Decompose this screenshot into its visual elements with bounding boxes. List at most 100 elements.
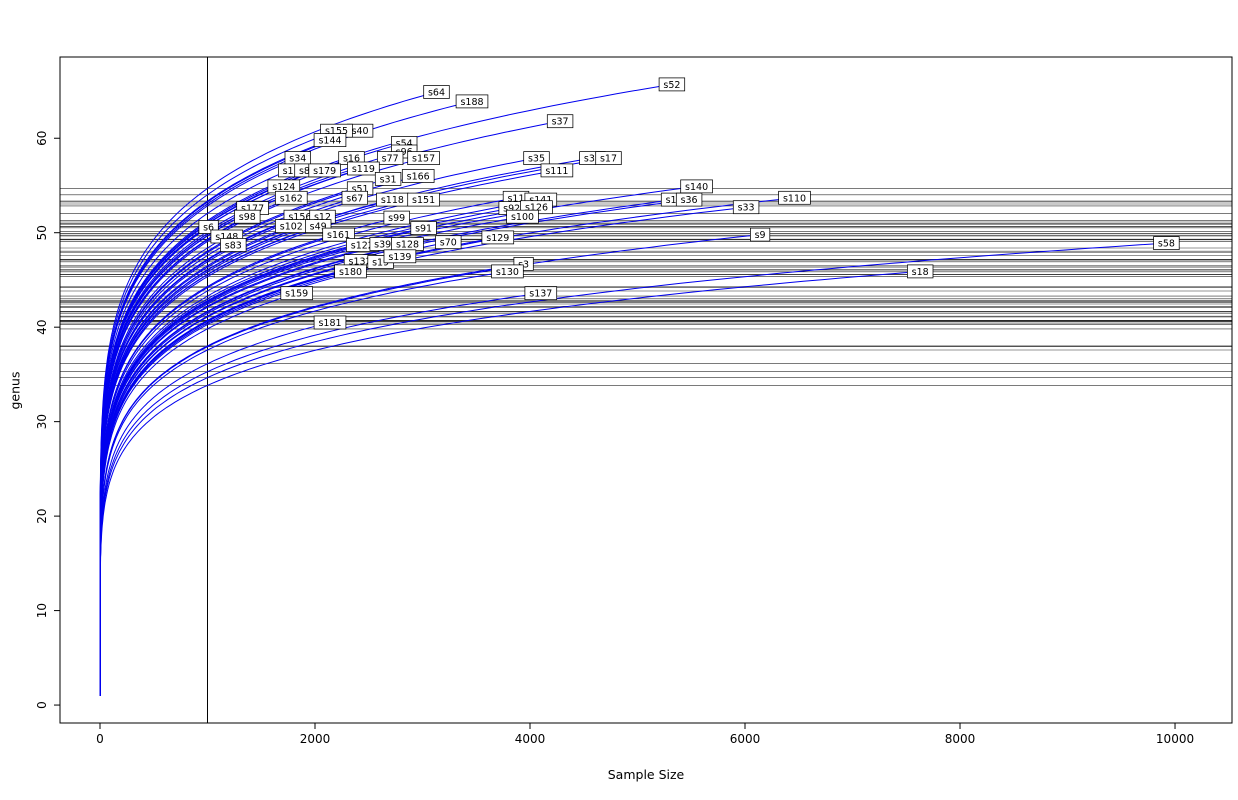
curve-label: s162	[280, 193, 303, 204]
curve-label: s126	[525, 203, 548, 214]
y-axis-tick-label: 10	[35, 603, 49, 618]
curve-label-box	[658, 77, 686, 92]
curve-label: s51	[352, 184, 369, 195]
x-axis-tick-label: 10000	[1156, 732, 1194, 746]
y-axis-tick-label: 0	[35, 701, 49, 709]
curve-label: s161	[327, 230, 350, 241]
rarefaction-curve-s83	[99, 244, 234, 696]
curve-label-box	[491, 264, 524, 279]
curve-label-box	[401, 169, 435, 183]
curve-label: s18	[912, 267, 929, 278]
curve-label: s91	[415, 224, 432, 235]
curve-label: s83	[225, 241, 242, 252]
curve-label-box	[540, 163, 574, 178]
curve-label-box	[435, 235, 462, 250]
curve-label: s92	[503, 204, 520, 215]
curve-label: s77	[382, 154, 399, 165]
curve-label: s111	[545, 166, 568, 177]
curve-label: s102	[280, 222, 303, 233]
curve-label: s9	[755, 230, 766, 241]
curve-label: s39	[374, 240, 391, 251]
curve-label: s19	[372, 258, 389, 269]
plot-frame	[59, 56, 1233, 724]
curve-label-box	[455, 94, 489, 109]
curve-label: s31	[380, 174, 397, 185]
curve-label: s180	[339, 267, 362, 278]
curve-label: s139	[388, 252, 411, 263]
curve-label: s128	[396, 240, 419, 251]
y-axis-title: genus	[7, 371, 23, 410]
curve-label: s159	[285, 289, 308, 300]
curve-label: s64	[428, 88, 445, 99]
y-axis-tick-label: 40	[35, 320, 49, 335]
rarefaction-curve-s6	[99, 226, 209, 696]
curve-label: s10	[666, 195, 683, 206]
curve-label: s6	[203, 223, 214, 234]
curve-label: s33	[738, 203, 755, 214]
curve-label: s124	[272, 182, 295, 193]
curve-label: s96	[396, 147, 413, 158]
curve-label-box	[1153, 236, 1180, 250]
curve-label: s36	[681, 195, 698, 206]
curve-label-box	[595, 151, 622, 165]
curve-label: s177	[241, 204, 264, 215]
curve-label: s110	[783, 193, 806, 204]
curve-label-box	[322, 227, 355, 242]
curve-label-box	[423, 85, 450, 99]
curve-label-box	[750, 227, 771, 242]
rarefaction-curve-s34	[99, 157, 298, 696]
curve-label: s155	[325, 126, 348, 137]
curve-label: s157	[412, 154, 435, 165]
curve-label: s98	[239, 212, 256, 223]
rarefaction-curve-s111	[99, 169, 557, 696]
curve-label: s37	[552, 117, 569, 128]
curve-label: s30	[584, 154, 601, 165]
curve-label-box	[383, 210, 410, 225]
curve-label-box	[383, 249, 417, 264]
curve-label: s58	[1158, 239, 1175, 250]
rarefaction-curve-s58	[99, 242, 1167, 696]
curve-label-box	[308, 163, 341, 178]
curve-label-box	[347, 161, 380, 176]
curve-label-box	[407, 192, 440, 207]
curve-label: s67	[346, 193, 363, 204]
curve-label: s99	[388, 213, 405, 224]
curve-label: s40	[352, 126, 369, 137]
rarefaction-curve-s18	[99, 270, 921, 696]
rarefaction-curve-s98	[99, 216, 248, 696]
curve-label-box	[524, 286, 558, 301]
curve-label-box	[313, 315, 347, 330]
rarefaction-curve-s49	[99, 225, 319, 696]
curve-label-box	[341, 190, 368, 205]
curve-label: s151	[412, 195, 435, 206]
curve-label-box	[546, 114, 574, 129]
curve-label-box	[220, 238, 247, 252]
y-axis-tick-label: 60	[35, 131, 49, 146]
x-axis-tick-label: 6000	[730, 732, 761, 746]
x-axis-tick-label: 4000	[515, 732, 546, 746]
curve-label: s70	[440, 238, 457, 249]
curve-label: s54	[396, 139, 413, 150]
curve-label: s85	[299, 166, 316, 177]
rarefaction-curve-s37	[99, 120, 561, 696]
curve-label-box	[313, 133, 347, 147]
x-axis-tick-label: 2000	[300, 732, 331, 746]
curve-label: s144	[318, 136, 341, 147]
curve-label-box	[410, 221, 437, 235]
y-axis-tick-label: 30	[35, 414, 49, 429]
curve-label: s52	[663, 80, 680, 91]
curve-label-box	[523, 151, 550, 165]
rarefaction-curve-s161	[99, 234, 339, 696]
curve-label: s129	[486, 233, 509, 244]
curve-label: s11	[507, 193, 524, 204]
curve-label: s166	[407, 172, 430, 183]
curve-label-box	[280, 286, 313, 301]
curve-label: s137	[529, 289, 552, 300]
curve-label: s100	[511, 212, 534, 223]
curve-label: s12	[314, 212, 331, 223]
curve-label: s17	[600, 154, 617, 165]
curve-label-box	[732, 200, 760, 215]
x-axis-title: Sample Size	[607, 767, 685, 782]
